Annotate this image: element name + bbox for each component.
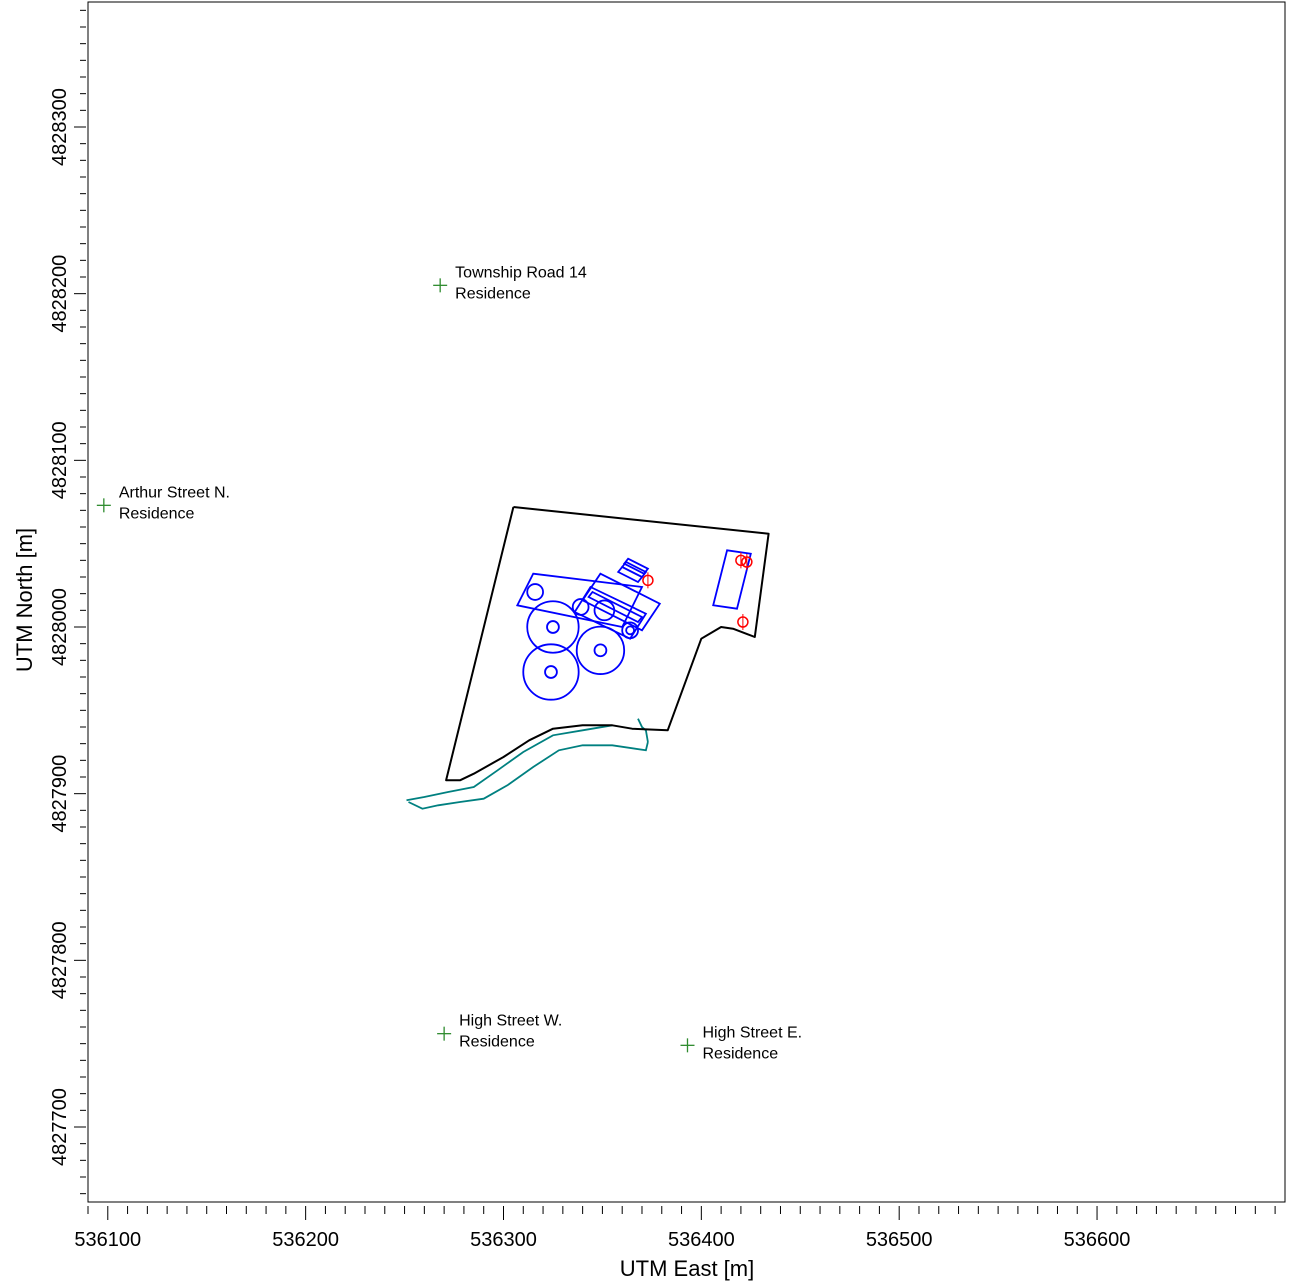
- creek-north-bank: [406, 724, 613, 802]
- storage-tank-outline: [546, 620, 560, 634]
- y-tick-label: 4828200: [49, 255, 71, 333]
- y-axis-tick-labels: 4827700 4827800 4827900 4828000 4828100 48282…: [49, 88, 71, 1166]
- receptors-layer: Township Road 14 Residence Arthur Street N…: [96, 264, 802, 1062]
- y-tick-label: 4828300: [49, 88, 71, 166]
- grid-layer: [87, 1, 1286, 1203]
- receptor-label: Arthur Street N.: [119, 484, 230, 501]
- y-axis-title: UTM North [m]: [12, 528, 37, 672]
- creek-east-edge: [637, 718, 649, 743]
- storage-tank-outline: [593, 599, 616, 622]
- storage-tank-outline: [544, 665, 558, 679]
- y-tick-label: 4827700: [49, 1088, 71, 1166]
- receptor-label: High Street W.: [459, 1013, 562, 1030]
- sources-layer: [642, 552, 753, 630]
- y-axis-ticks: [74, 9, 86, 1195]
- receptor-label: High Street E.: [702, 1024, 802, 1041]
- storage-tank-outline: [526, 600, 580, 654]
- y-tick-label: 4828000: [49, 588, 71, 666]
- building-outline: [622, 557, 650, 575]
- creek-layer: [406, 718, 649, 810]
- storage-tank-outline: [575, 625, 626, 675]
- x-tick-label: 536400: [668, 1229, 735, 1251]
- receptor-label: Residence: [119, 505, 195, 522]
- x-tick-label: 536100: [74, 1229, 141, 1251]
- y-tick-label: 4828100: [49, 421, 71, 499]
- receptor-label: Residence: [459, 1034, 535, 1051]
- creek-south-bank: [408, 741, 649, 810]
- y-tick-label: 4827800: [49, 921, 71, 999]
- buildings-layer: [515, 549, 752, 701]
- x-axis-tick-labels: 536100 536200 536300 536400 536500 536600: [74, 1229, 1130, 1251]
- property-boundary: [445, 506, 770, 782]
- building-outline: [712, 549, 752, 610]
- x-tick-label: 536500: [866, 1229, 933, 1251]
- x-tick-label: 536300: [470, 1229, 537, 1251]
- property-boundary-layer: [445, 506, 770, 782]
- storage-tank-outline: [593, 643, 608, 658]
- receptor-label: Residence: [702, 1045, 778, 1062]
- building-outline: [587, 590, 644, 624]
- x-tick-label: 536600: [1064, 1229, 1131, 1251]
- building-outline: [620, 560, 648, 579]
- x-axis-title: UTM East [m]: [620, 1256, 754, 1281]
- x-axis-ticks: [87, 1206, 1276, 1220]
- y-tick-label: 4827900: [49, 755, 71, 833]
- x-tick-label: 536200: [272, 1229, 339, 1251]
- storage-tank-outline: [571, 598, 590, 616]
- receptor-label: Township Road 14: [455, 264, 587, 281]
- plot-frame: [87, 1, 1286, 1203]
- storage-tank-outline: [526, 583, 544, 601]
- storage-tank-outline: [522, 643, 580, 701]
- storage-tank-outline: [625, 625, 635, 636]
- building-outline: [581, 572, 662, 632]
- storage-tank-outline: [621, 621, 639, 640]
- receptor-label: Residence: [455, 285, 531, 302]
